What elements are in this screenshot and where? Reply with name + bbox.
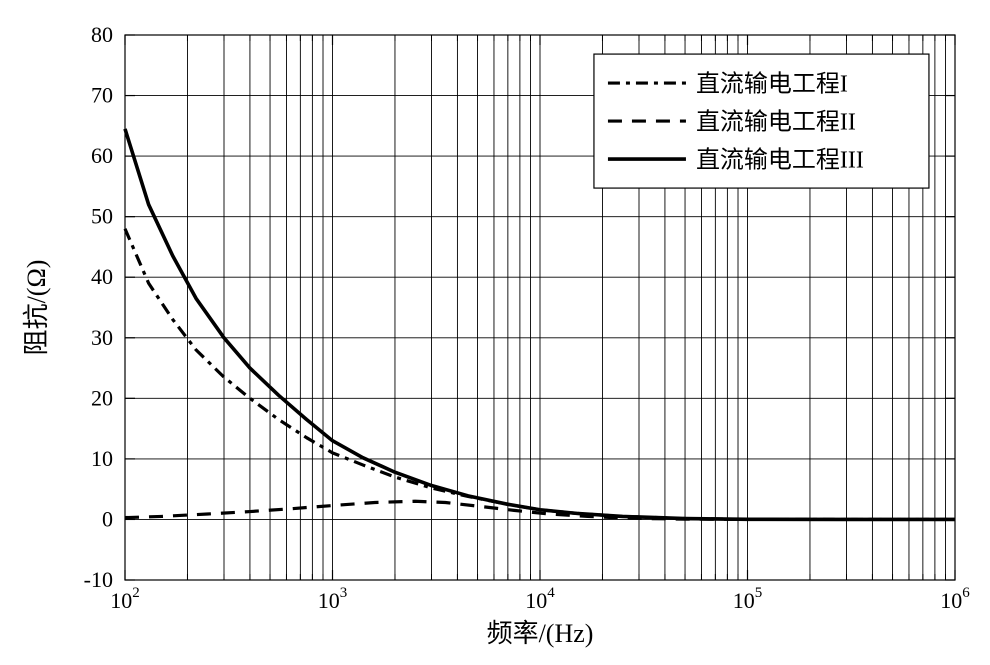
legend: 直流输电工程I 直流输电工程II 直流输电工程III <box>594 54 929 188</box>
y-tick-label: 50 <box>91 204 113 229</box>
y-tick-label: 30 <box>91 325 113 350</box>
y-tick-label: 0 <box>102 506 113 531</box>
y-axis-label: 阻抗/(Ω) <box>22 260 51 356</box>
legend-label-proj3: 直流输电工程III <box>696 146 864 173</box>
x-tick-label: 106 <box>940 585 970 613</box>
y-tick-label: 80 <box>91 22 113 47</box>
y-tick-label: 70 <box>91 83 113 108</box>
x-tick-label: 102 <box>110 585 140 613</box>
y-tick-label: 20 <box>91 385 113 410</box>
legend-label-proj1: 直流输电工程I <box>696 70 848 97</box>
y-tick-label: 40 <box>91 264 113 289</box>
y-tick-label: 60 <box>91 143 113 168</box>
x-tick-label: 103 <box>318 585 348 613</box>
y-tick-label: 10 <box>91 446 113 471</box>
x-tick-label: 105 <box>733 585 763 613</box>
legend-label-proj2: 直流输电工程II <box>696 108 856 135</box>
impedance-vs-frequency-chart: 102 103 104 105 106 -10 0 10 20 30 40 50 60 70 80 频率/(H… <box>0 0 990 665</box>
x-tick-label: 104 <box>525 585 555 613</box>
x-axis-label: 频率/(Hz) <box>487 619 594 648</box>
y-tick-label: -10 <box>84 567 113 592</box>
chart-svg: 102 103 104 105 106 -10 0 10 20 30 40 50 60 70 80 频率/(H… <box>0 0 990 665</box>
